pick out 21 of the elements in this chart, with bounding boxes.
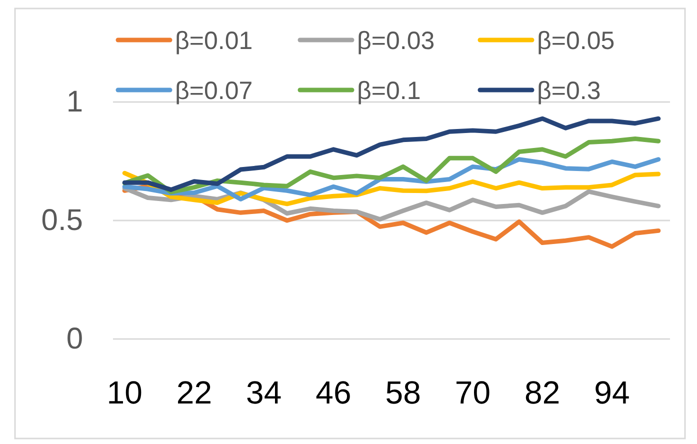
x-tick-label: 10 bbox=[106, 374, 142, 411]
y-tick-label: 1 bbox=[66, 86, 83, 119]
legend-label: β=0.3 bbox=[537, 77, 601, 105]
x-tick-label: 82 bbox=[524, 374, 560, 411]
x-tick-label: 34 bbox=[246, 374, 282, 411]
legend-label: β=0.1 bbox=[357, 77, 421, 105]
line-series bbox=[122, 116, 661, 192]
x-tick-label: 46 bbox=[316, 374, 352, 411]
x-tick-label: 70 bbox=[454, 374, 491, 411]
legend-label: β=0.07 bbox=[175, 77, 253, 105]
x-tick-label: 94 bbox=[594, 374, 630, 411]
y-tick-label: 0 bbox=[66, 322, 83, 356]
legend-label: β=0.03 bbox=[357, 27, 435, 55]
x-tick-label: 58 bbox=[385, 374, 421, 411]
x-tick-label: 22 bbox=[176, 374, 212, 411]
line-series bbox=[122, 136, 661, 194]
line-series bbox=[122, 170, 661, 206]
legend-label: β=0.05 bbox=[537, 27, 615, 55]
legend-label: β=0.01 bbox=[175, 27, 253, 55]
line-series bbox=[122, 157, 661, 202]
y-tick-label: 0.5 bbox=[41, 204, 83, 238]
